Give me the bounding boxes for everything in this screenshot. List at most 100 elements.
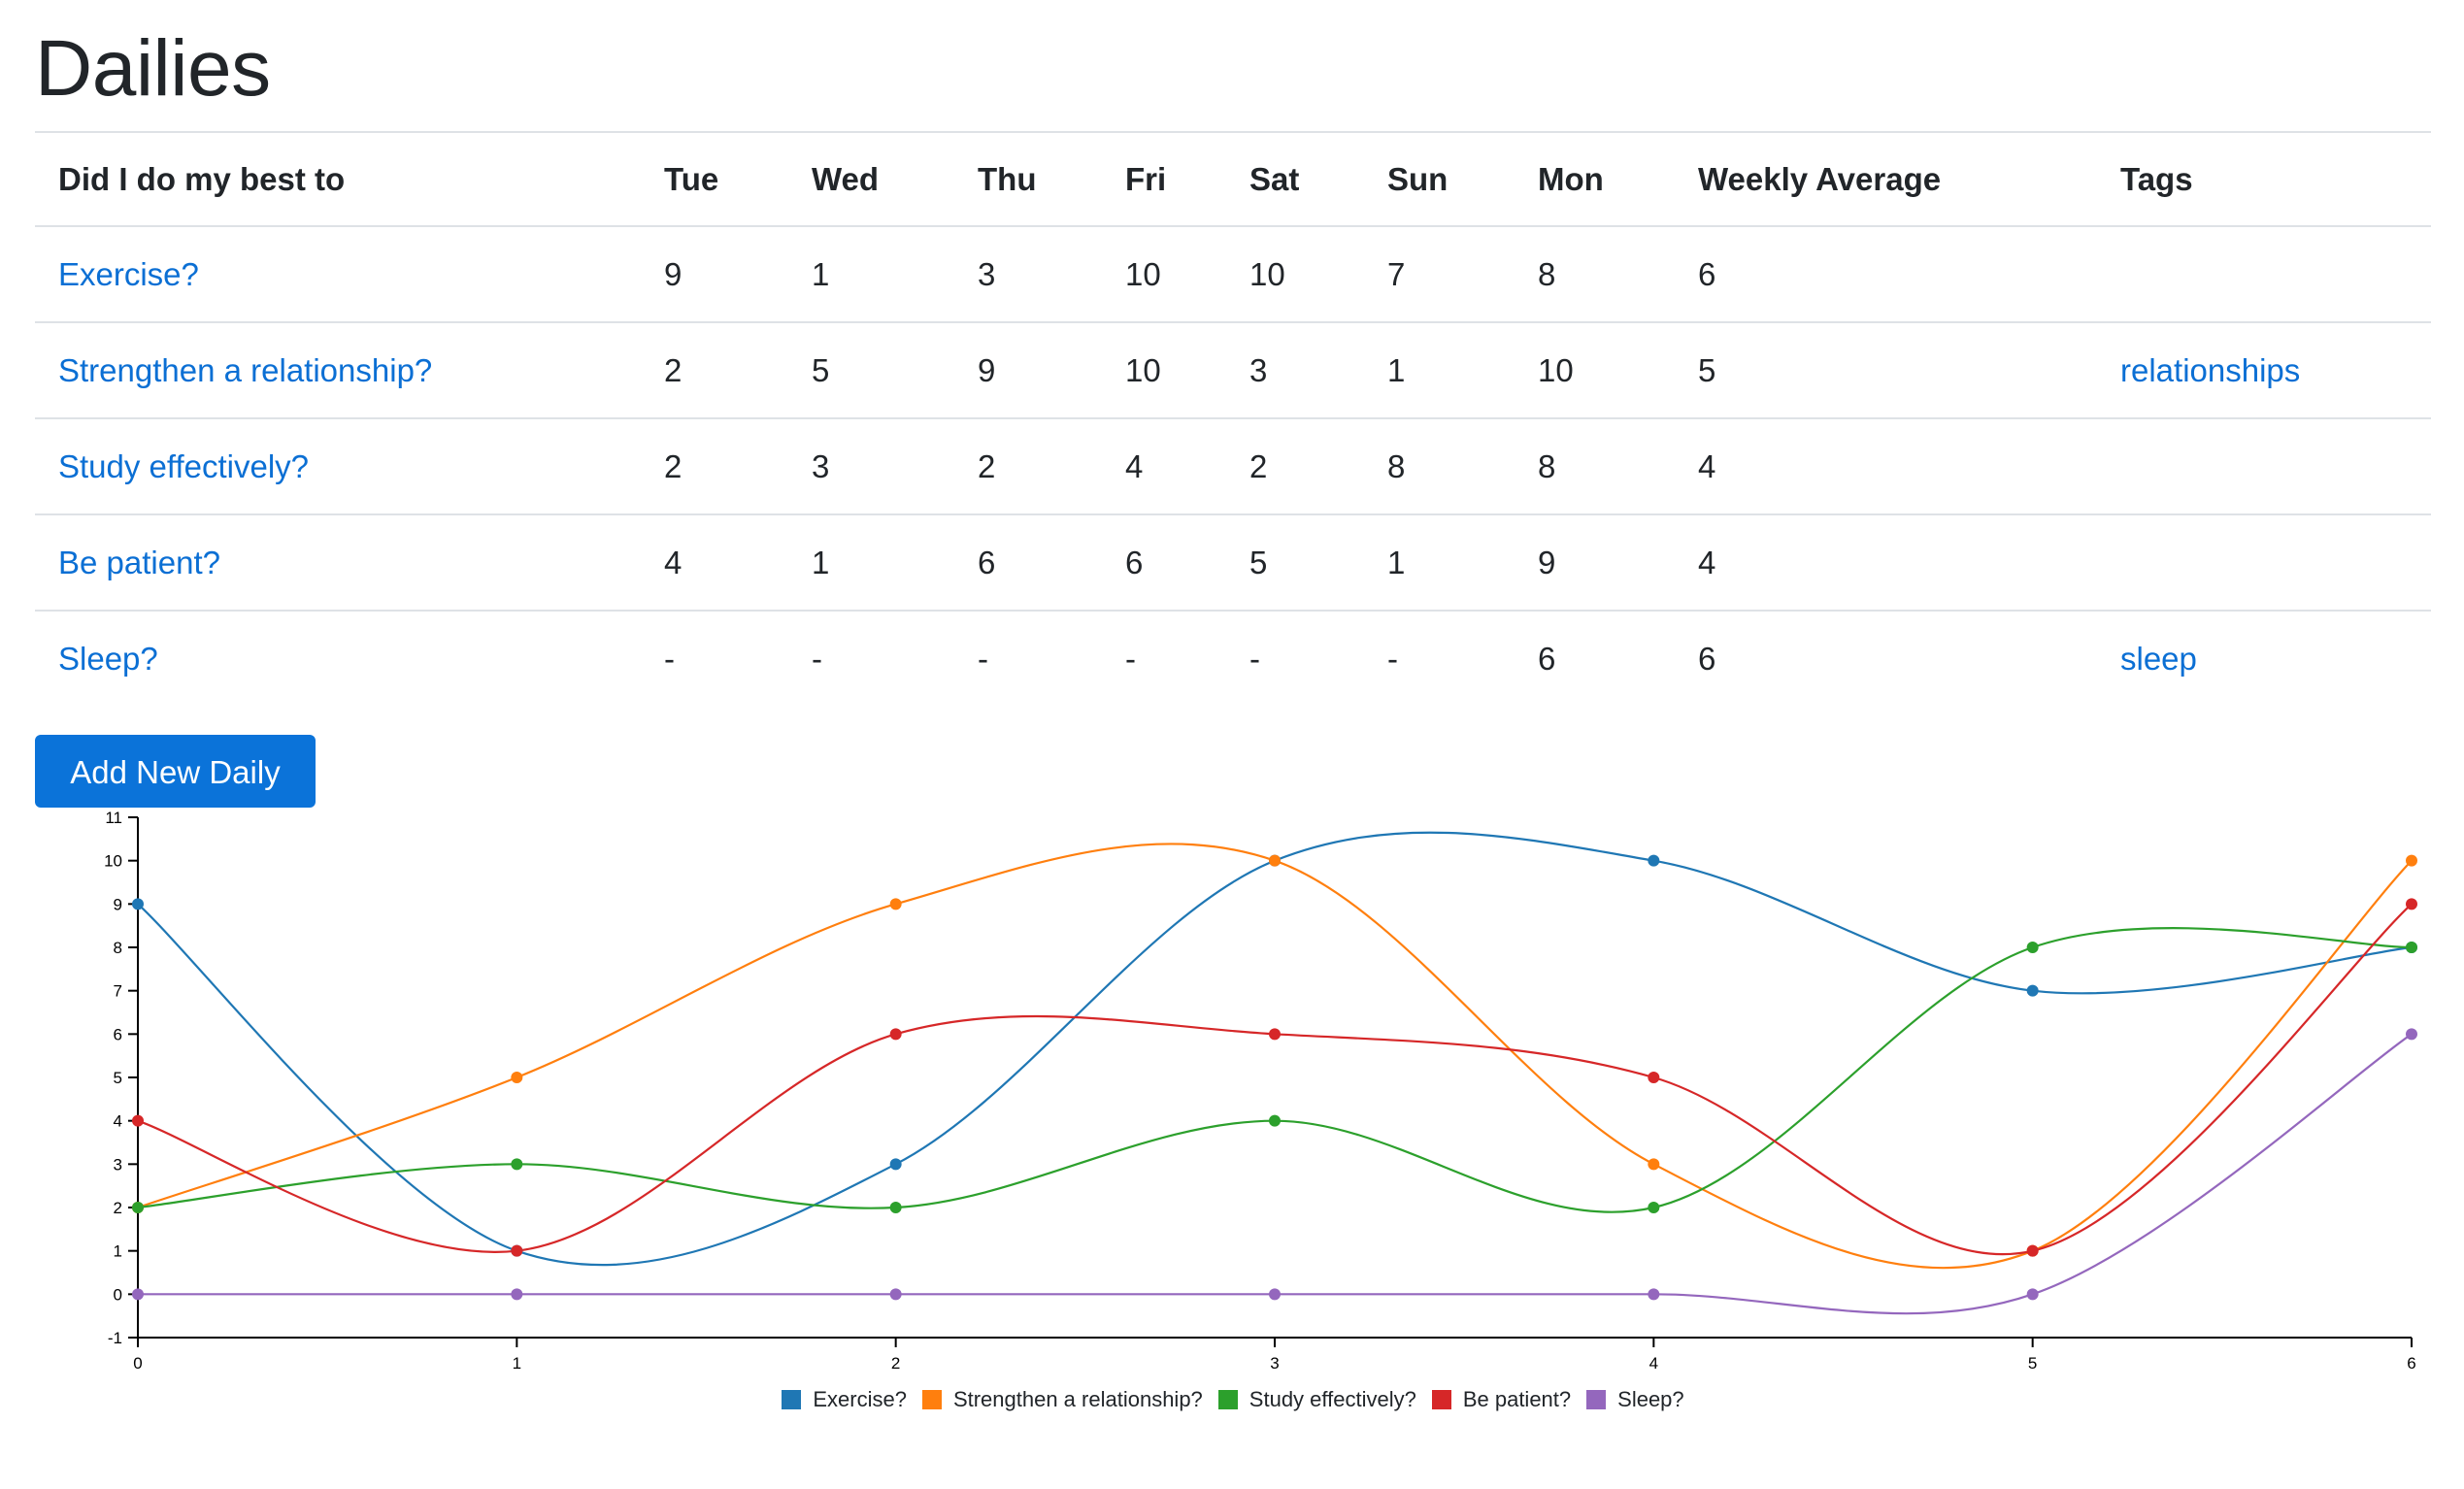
column-header-wed: Wed xyxy=(788,131,954,226)
table-cell: 1 xyxy=(1364,321,1515,418)
legend-label: Be patient? xyxy=(1462,1387,1572,1411)
legend-item: Sleep? xyxy=(1586,1384,1684,1415)
data-point xyxy=(2406,942,2417,953)
table-cell: 1 xyxy=(788,225,954,322)
data-point xyxy=(132,1202,144,1213)
table-cell: 3 xyxy=(1226,321,1364,418)
table-cell: 4 xyxy=(641,513,788,611)
table-cell: - xyxy=(1226,610,1364,706)
table-cell: 6 xyxy=(954,513,1102,611)
y-tick-label: 7 xyxy=(114,982,122,1001)
data-point xyxy=(2406,898,2417,910)
x-tick-label: 6 xyxy=(2407,1354,2415,1373)
dailies-table: Did I do my best to Tue Wed Thu Fri Sat … xyxy=(35,131,2431,706)
page-title: Dailies xyxy=(35,24,271,113)
column-header-thu: Thu xyxy=(954,131,1102,226)
table-cell: 3 xyxy=(788,417,954,514)
table-cell: 2 xyxy=(954,417,1102,514)
habit-link-study[interactable]: Study effectively? xyxy=(58,447,310,484)
data-point xyxy=(1269,1114,1281,1127)
data-point xyxy=(889,898,902,910)
add-new-daily-button[interactable]: Add New Daily xyxy=(35,735,316,808)
series-line-0 xyxy=(137,831,2413,1267)
data-point xyxy=(1269,854,1281,867)
table-cell: 10 xyxy=(1102,321,1226,418)
weekly-average-cell: 4 xyxy=(1675,417,2097,514)
y-tick-label: 1 xyxy=(114,1242,122,1261)
legend-swatch xyxy=(1431,1390,1451,1409)
column-header-tue: Tue xyxy=(641,131,788,226)
legend-item: Study effectively? xyxy=(1217,1384,1416,1415)
column-header-sat: Sat xyxy=(1226,131,1364,226)
legend-label: Strengthen a relationship? xyxy=(952,1387,1203,1411)
weekly-average-cell: 5 xyxy=(1675,321,2097,418)
data-point xyxy=(2026,1244,2039,1257)
column-header-sun: Sun xyxy=(1364,131,1515,226)
y-tick-label: 6 xyxy=(114,1025,122,1043)
legend-swatch xyxy=(1217,1390,1238,1409)
series-line-1 xyxy=(137,843,2413,1270)
table-cell: 9 xyxy=(1515,513,1675,611)
legend-label: Exercise? xyxy=(813,1387,907,1411)
habit-link-be-patient[interactable]: Be patient? xyxy=(58,544,220,580)
data-point xyxy=(1648,1158,1660,1171)
data-point xyxy=(2406,854,2417,867)
table-cell: 6 xyxy=(1515,610,1675,706)
column-header-habit: Did I do my best to xyxy=(35,131,641,226)
data-point xyxy=(889,1288,902,1301)
table-row: Exercise? 9 1 3 10 10 7 8 6 xyxy=(35,225,2431,322)
habit-link-sleep[interactable]: Sleep? xyxy=(58,640,158,677)
table-cell: 10 xyxy=(1226,225,1364,322)
dailies-page: Dailies Did I do my best to Tue Wed Thu … xyxy=(35,0,2431,1489)
legend-label: Sleep? xyxy=(1617,1387,1684,1411)
series-line-3 xyxy=(137,903,2413,1256)
data-point xyxy=(511,1288,523,1301)
data-point xyxy=(889,1028,902,1041)
tag-link-sleep[interactable]: sleep xyxy=(2120,640,2197,677)
dailies-line-chart: -1 0 1 2 3 4 5 6 7 8 9 10 11 0 1 2 3 4 5 6 xyxy=(104,809,2417,1373)
habit-link-exercise[interactable]: Exercise? xyxy=(58,255,199,292)
table-cell: 2 xyxy=(641,417,788,514)
table-cell: - xyxy=(1364,610,1515,706)
table-cell: 2 xyxy=(1226,417,1364,514)
data-point xyxy=(511,1244,523,1257)
legend-item: Strengthen a relationship? xyxy=(921,1384,1203,1415)
x-tick-label: 2 xyxy=(891,1354,900,1373)
table-cell: 8 xyxy=(1515,225,1675,322)
table-cell: - xyxy=(788,610,954,706)
series-line-4 xyxy=(137,1033,2413,1315)
table-cell: 7 xyxy=(1364,225,1515,322)
data-point xyxy=(132,1114,144,1127)
table-cell: 8 xyxy=(1515,417,1675,514)
column-header-fri: Fri xyxy=(1102,131,1226,226)
column-header-mon: Mon xyxy=(1515,131,1675,226)
data-point xyxy=(511,1072,523,1083)
table-row: Strengthen a relationship? 2 5 9 10 3 1 … xyxy=(35,321,2431,418)
table-cell: 5 xyxy=(1226,513,1364,611)
table-cell: 1 xyxy=(788,513,954,611)
y-tick-label: 11 xyxy=(105,809,122,827)
tag-link-relationships[interactable]: relationships xyxy=(2120,351,2301,388)
data-point xyxy=(511,1158,523,1171)
data-point xyxy=(889,1202,902,1213)
table-cell: 8 xyxy=(1364,417,1515,514)
data-point xyxy=(132,898,144,910)
x-tick-label: 5 xyxy=(2028,1354,2037,1373)
x-tick-label: 0 xyxy=(133,1354,142,1373)
habit-link-strengthen-relationship[interactable]: Strengthen a relationship? xyxy=(58,351,433,388)
table-cell: 6 xyxy=(1102,513,1226,611)
legend-item: Be patient? xyxy=(1431,1384,1572,1415)
table-row: Be patient? 4 1 6 6 5 1 9 4 xyxy=(35,513,2431,611)
table-cell: 9 xyxy=(954,321,1102,418)
table-cell: - xyxy=(1102,610,1226,706)
y-tick-label: -1 xyxy=(108,1329,122,1347)
y-tick-label: 5 xyxy=(114,1069,122,1087)
table-row: Sleep? - - - - - - 6 6 sleep xyxy=(35,610,2431,706)
data-point xyxy=(132,1288,144,1301)
data-point xyxy=(2406,1028,2417,1041)
table-cell: 2 xyxy=(641,321,788,418)
data-point xyxy=(889,1158,902,1171)
table-cell: 3 xyxy=(954,225,1102,322)
table-cell: 4 xyxy=(1102,417,1226,514)
y-tick-label: 8 xyxy=(114,939,122,957)
